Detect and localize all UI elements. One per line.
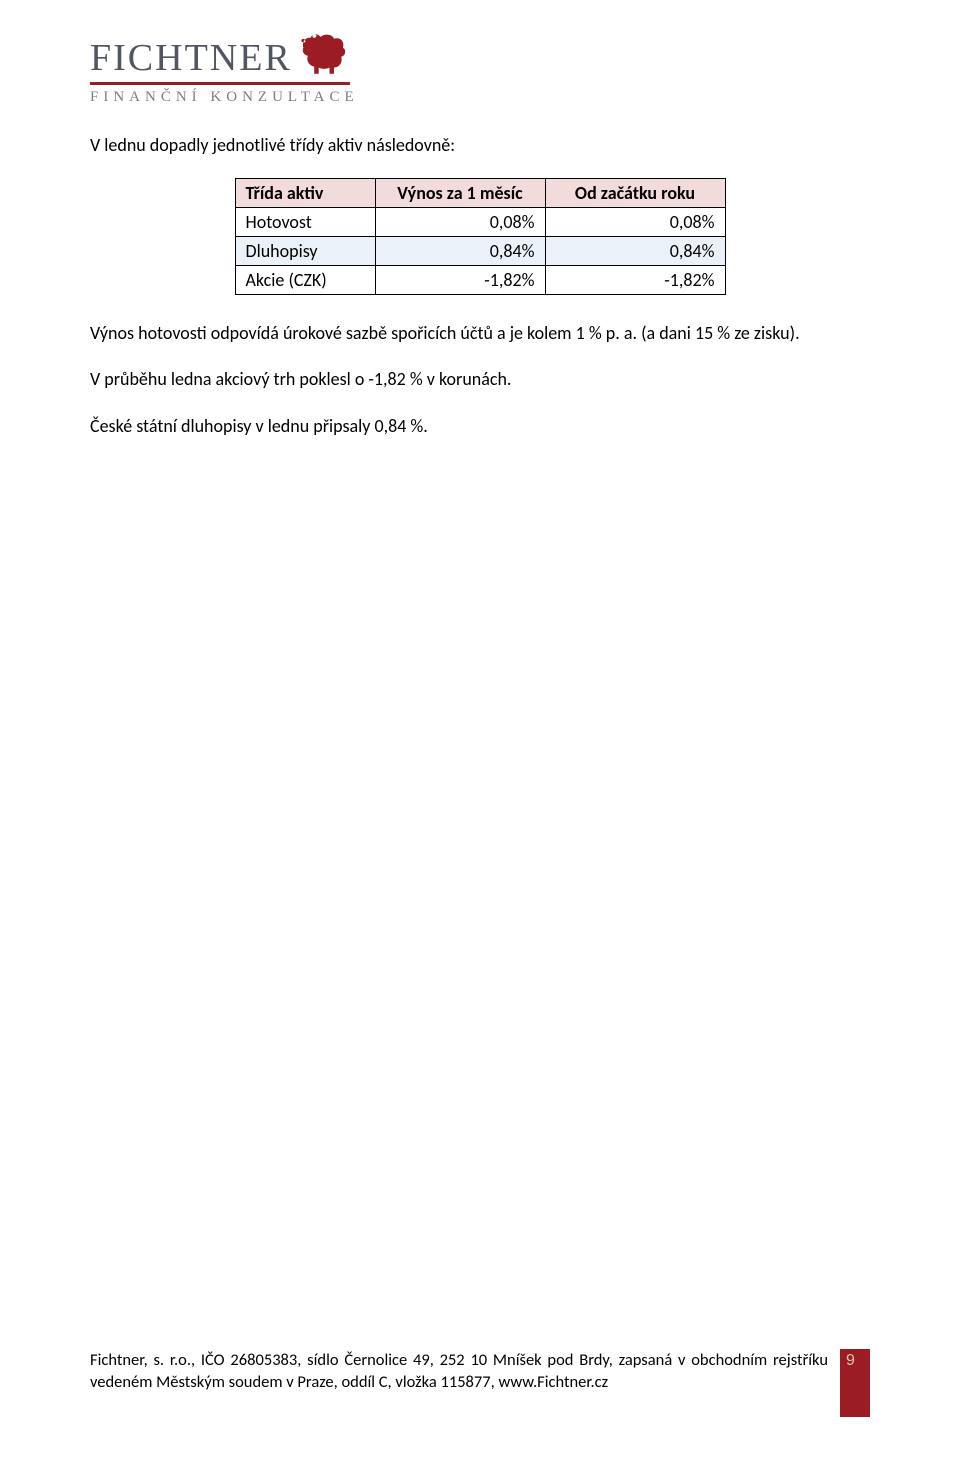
table-cell: -1,82% — [375, 266, 545, 295]
table-cell: 0,84% — [545, 237, 725, 266]
table-header-cell: Třída aktiv — [235, 179, 375, 208]
table-row: Dluhopisy 0,84% 0,84% — [235, 237, 725, 266]
table-row: Akcie (CZK) -1,82% -1,82% — [235, 266, 725, 295]
intro-text: V lednu dopadly jednotlivé třídy aktiv n… — [90, 134, 870, 156]
logo: FICHTNER FINANČNÍ KONZULTACE — [90, 30, 870, 106]
logo-subtitle: FINANČNÍ KONZULTACE — [90, 89, 870, 106]
table-header-cell: Výnos za 1 měsíc — [375, 179, 545, 208]
paragraph: V průběhu ledna akciový trh poklesl o -1… — [90, 367, 870, 391]
table-cell: 0,84% — [375, 237, 545, 266]
table-cell: Hotovost — [235, 208, 375, 237]
table-header-cell: Od začátku roku — [545, 179, 725, 208]
table-cell: 0,08% — [545, 208, 725, 237]
paragraph: České státní dluhopisy v lednu připsaly … — [90, 414, 870, 438]
table-cell: -1,82% — [545, 266, 725, 295]
page-number-box: 9 — [840, 1349, 870, 1417]
table-cell: 0,08% — [375, 208, 545, 237]
logo-name: FICHTNER — [90, 36, 292, 80]
table-cell: Akcie (CZK) — [235, 266, 375, 295]
footer: Fichtner, s. r.o., IČO 26805383, sídlo Č… — [90, 1349, 870, 1417]
table-row: Hotovost 0,08% 0,08% — [235, 208, 725, 237]
footer-text: Fichtner, s. r.o., IČO 26805383, sídlo Č… — [90, 1349, 840, 1394]
page-number: 9 — [846, 1352, 855, 1369]
bull-icon — [298, 30, 352, 78]
asset-class-table: Třída aktiv Výnos za 1 měsíc Od začátku … — [235, 178, 726, 295]
table-header-row: Třída aktiv Výnos za 1 měsíc Od začátku … — [235, 179, 725, 208]
table-cell: Dluhopisy — [235, 237, 375, 266]
logo-underline — [90, 82, 350, 85]
paragraph: Výnos hotovosti odpovídá úrokové sazbě s… — [90, 321, 870, 345]
